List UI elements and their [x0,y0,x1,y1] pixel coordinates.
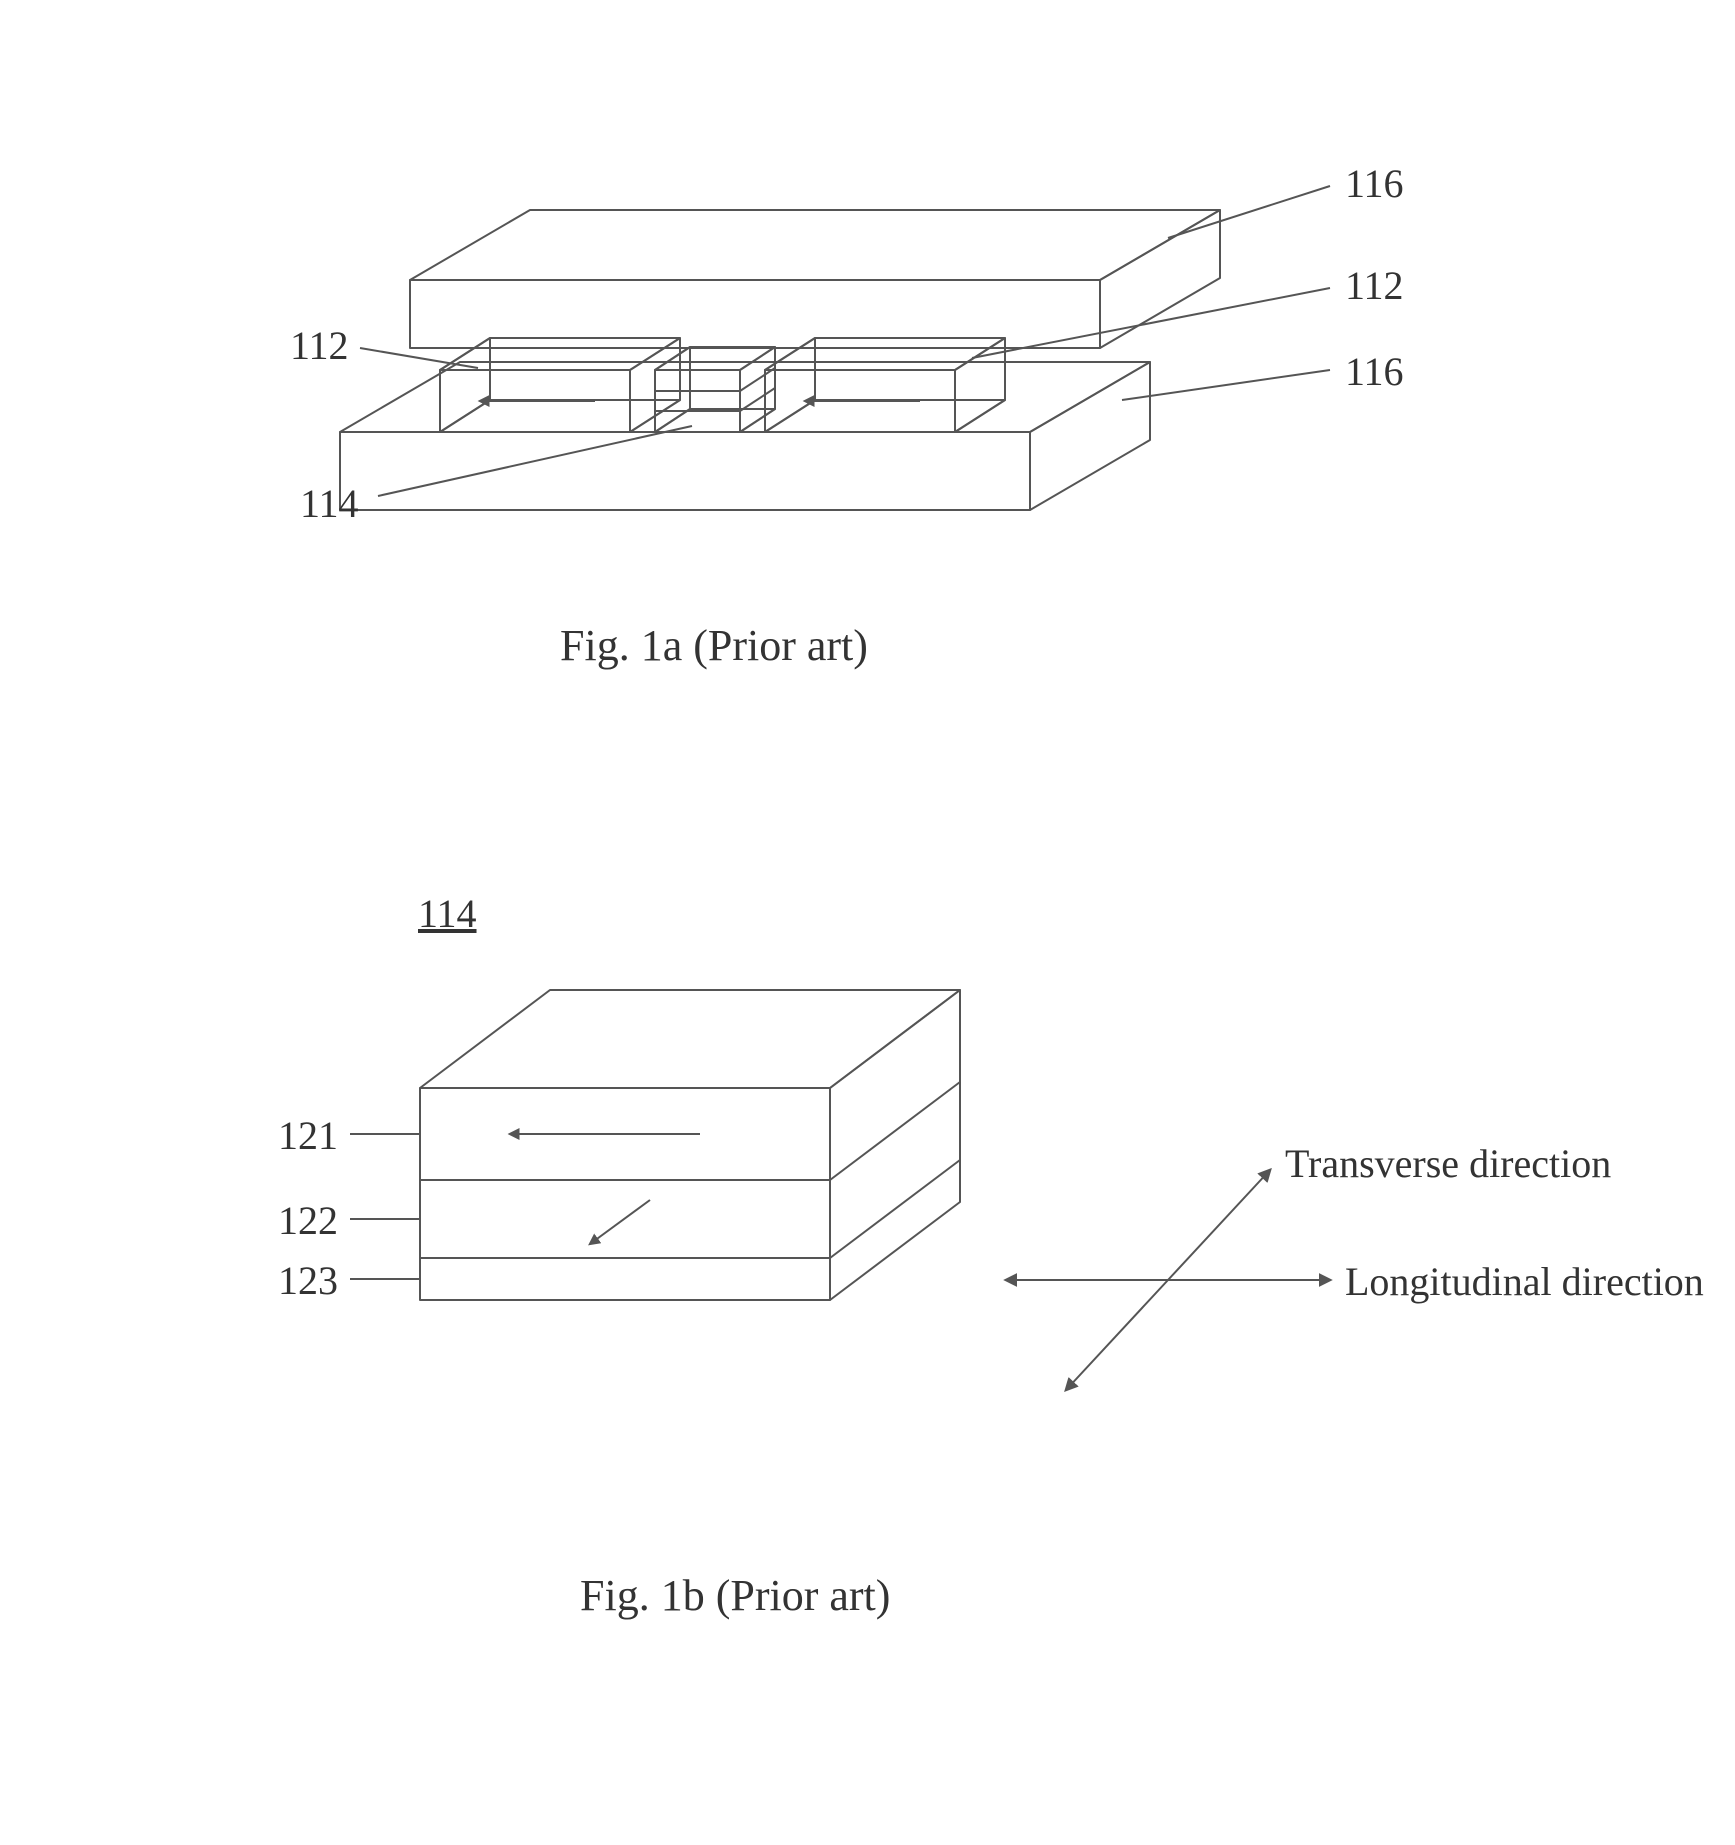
page: 116 112 116 112 114 Fig. 1a (Prior art) … [0,0,1735,1845]
label-longitudinal: Longitudinal direction [1345,1258,1704,1305]
bottom-plate [340,362,1150,510]
label-bottom-plate: 116 [1345,348,1404,395]
fig1a-group [340,186,1330,510]
fig1b-caption: Fig. 1b (Prior art) [580,1570,890,1621]
label-layer-122: 122 [278,1197,338,1244]
left-magnet [440,338,680,432]
label-top-plate: 116 [1345,160,1404,207]
diagram-svg [0,0,1735,1845]
label-layer-121: 121 [278,1112,338,1159]
center-stack [655,347,775,432]
direction-axes [1006,1170,1330,1390]
label-transverse: Transverse direction [1285,1140,1611,1187]
label-right-magnet: 112 [1345,262,1404,309]
label-left-magnet: 112 [290,322,349,369]
label-stack-ref: 114 [418,890,477,937]
right-magnet [765,338,1005,432]
layered-block [420,990,960,1300]
label-center-stack: 114 [300,480,359,527]
fig1b-group [350,990,1330,1390]
fig1a-caption: Fig. 1a (Prior art) [560,620,868,671]
label-layer-123: 123 [278,1257,338,1304]
top-plate [410,210,1220,348]
